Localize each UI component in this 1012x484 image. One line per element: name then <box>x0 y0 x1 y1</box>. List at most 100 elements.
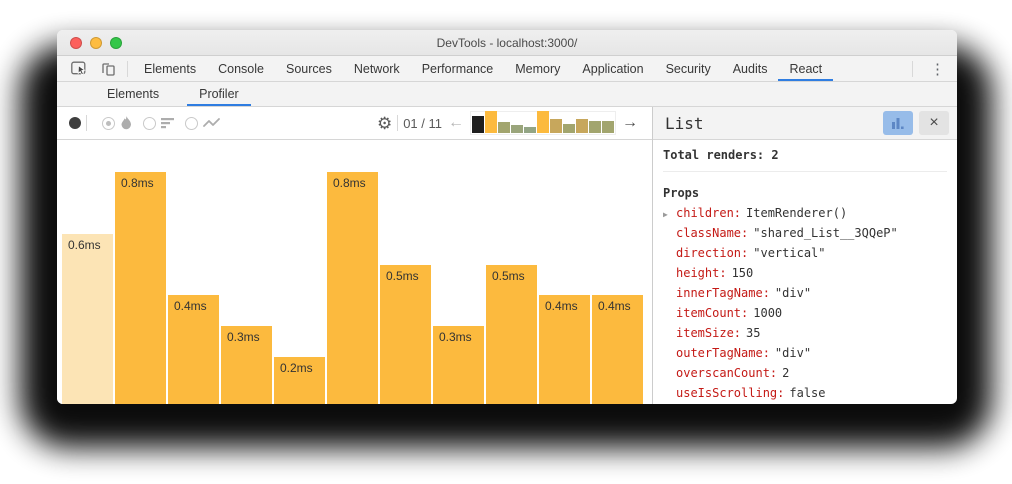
zoom-window-button[interactable] <box>110 36 122 49</box>
thumbnail-commit-bar-6[interactable] <box>537 111 549 133</box>
tab-performance[interactable]: Performance <box>421 61 494 76</box>
prop-value: ItemRenderer() <box>746 206 848 220</box>
device-toolbar-icon[interactable] <box>94 56 122 81</box>
sidebar-body: Total renders: 2 Props ▶ children: ItemRen… <box>653 140 957 404</box>
bar-duration-label: 0.4ms <box>174 299 207 313</box>
prop-value: "vertical" <box>753 246 826 260</box>
commit-counter: 01 / 11 <box>403 115 442 131</box>
tab-network[interactable]: Network <box>353 61 400 76</box>
commit-bar-9[interactable]: 0.5ms <box>486 265 537 404</box>
props-section-header: Props <box>663 186 700 200</box>
close-window-button[interactable] <box>70 36 82 49</box>
bar-duration-label: 0.5ms <box>386 269 419 283</box>
props-list: ▶ children: ItemRenderer() className: "share… <box>663 206 947 404</box>
bar-duration-label: 0.2ms <box>280 361 313 375</box>
prop-value: "div" <box>774 286 812 300</box>
previous-commit-arrow-icon[interactable]: ← <box>448 114 464 131</box>
commit-bar-5[interactable]: 0.2ms <box>274 357 325 404</box>
commit-bar-3[interactable]: 0.4ms <box>168 295 219 404</box>
prop-row-itemCount: itemCount: 1000 <box>663 306 947 326</box>
prop-key: innerTagName: <box>676 286 770 300</box>
tab-security[interactable]: Security <box>665 61 711 76</box>
bar-duration-label: 0.3ms <box>227 330 260 344</box>
prop-value: 150 <box>731 266 754 280</box>
commit-bar-8[interactable]: 0.3ms <box>433 326 484 404</box>
commit-bar-6[interactable]: 0.8ms <box>327 172 378 404</box>
selected-component-sidebar: List × Total renders: 2 <box>652 107 957 404</box>
prop-row-itemSize: itemSize: 35 <box>663 326 947 346</box>
component-chart-button[interactable] <box>883 111 913 135</box>
commit-bar-4[interactable]: 0.3ms <box>221 326 272 404</box>
settings-gear-icon[interactable]: ⚙ <box>376 113 393 133</box>
tab-sources[interactable]: Sources <box>285 61 332 76</box>
thumbnail-commit-bar-11[interactable] <box>602 121 614 133</box>
tab-elements[interactable]: Elements <box>144 61 197 76</box>
subtab-elements[interactable]: Elements <box>107 87 160 101</box>
tab-audits[interactable]: Audits <box>732 61 768 76</box>
prop-row-children: ▶ children: ItemRenderer() <box>663 206 947 226</box>
tab-memory[interactable]: Memory <box>515 61 561 76</box>
thumbnail-commit-bar-5[interactable] <box>524 127 536 133</box>
total-renders-label: Total renders: <box>663 148 765 162</box>
prop-value: 1000 <box>753 306 783 320</box>
profiler-pane: ⚙ 01 / 11 ← → 0.6ms 0.8ms 0.4ms 0.3ms 0.2ms 0… <box>57 107 652 404</box>
prop-value: 35 <box>746 326 761 340</box>
prop-row-innerTagName: innerTagName: "div" <box>663 286 947 306</box>
disclosure-triangle-icon[interactable]: ▶ <box>663 210 668 219</box>
prop-row-className: className: "shared_List__3QQeP" <box>663 226 947 246</box>
prop-row-useIsScrolling: useIsScrolling: false <box>663 386 947 404</box>
prop-key: direction: <box>676 246 749 260</box>
thumbnail-commit-bar-7[interactable] <box>550 119 562 133</box>
thumbnail-commit-bar-1[interactable] <box>472 116 484 133</box>
react-sub-tab-bar: Elements Profiler <box>57 82 957 107</box>
more-options-icon[interactable]: ⋮ <box>930 60 945 78</box>
bar-duration-label: 0.4ms <box>545 299 578 313</box>
line-chart-icon[interactable] <box>203 117 221 129</box>
commit-bar-11[interactable]: 0.4ms <box>592 295 643 404</box>
ranked-chart-icon[interactable] <box>161 117 175 129</box>
flamegraph-radio[interactable] <box>102 116 115 130</box>
prop-key: itemCount: <box>676 306 749 320</box>
devtools-window: DevTools - localhost:3000/ <box>57 30 957 404</box>
flame-icon[interactable] <box>120 115 133 131</box>
commit-bar-2[interactable]: 0.8ms <box>115 172 166 404</box>
prop-key: useIsScrolling: <box>676 386 785 400</box>
commit-bar-1[interactable]: 0.6ms <box>62 234 113 404</box>
thumbnail-commit-bar-2[interactable] <box>485 111 497 133</box>
interactions-radio[interactable] <box>185 116 198 130</box>
record-icon[interactable] <box>69 117 81 129</box>
tab-react[interactable]: React <box>778 56 833 81</box>
thumbnail-commit-bar-9[interactable] <box>576 119 588 133</box>
close-sidebar-icon[interactable]: × <box>919 111 949 135</box>
inspect-element-icon[interactable] <box>65 56 94 81</box>
prop-row-height: height: 150 <box>663 266 947 286</box>
thumbnail-commit-bar-3[interactable] <box>498 122 510 133</box>
tab-application[interactable]: Application <box>582 61 644 76</box>
main-tab-bar-tabs: Elements Console Sources Network Performance… <box>133 56 833 81</box>
minimize-window-button[interactable] <box>90 36 102 49</box>
bar-duration-label: 0.6ms <box>68 238 101 252</box>
prop-value: 2 <box>782 366 790 380</box>
prop-key: children: <box>676 206 742 220</box>
thumbnail-commit-bar-4[interactable] <box>511 125 523 133</box>
prop-key: className: <box>676 226 749 240</box>
tab-console[interactable]: Console <box>218 61 264 76</box>
subtab-profiler[interactable]: Profiler <box>187 82 251 106</box>
commit-selector-thumbnail[interactable] <box>470 111 616 135</box>
ranked-radio[interactable] <box>143 116 156 130</box>
commit-bar-7[interactable]: 0.5ms <box>380 265 431 404</box>
thumbnail-commit-bar-8[interactable] <box>563 124 575 133</box>
main-tab-bar: Elements Console Sources Network Performance… <box>57 56 957 82</box>
prop-key: height: <box>676 266 727 280</box>
prop-row-direction: direction: "vertical" <box>663 246 947 266</box>
total-renders-value: 2 <box>771 148 779 162</box>
thumbnail-commit-bar-10[interactable] <box>589 121 601 133</box>
prop-key: outerTagName: <box>676 346 770 360</box>
prop-row-overscanCount: overscanCount: 2 <box>663 366 947 386</box>
next-commit-arrow-icon[interactable]: → <box>622 114 638 131</box>
commit-bar-10[interactable]: 0.4ms <box>539 295 590 404</box>
bar-duration-label: 0.3ms <box>439 330 472 344</box>
toolbar-separator <box>127 60 128 77</box>
bar-duration-label: 0.8ms <box>121 176 154 190</box>
